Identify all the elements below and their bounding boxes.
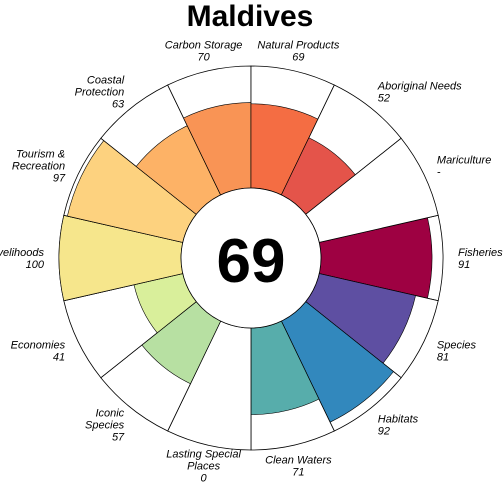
label-mariculture: Mariculture - [437, 155, 491, 179]
value-label-habitats: 92 [378, 426, 390, 438]
label-livelihoods: Livelihoods100 [0, 247, 45, 271]
label-text-natural-products: Natural Products [257, 39, 339, 51]
value-label-mariculture: - [437, 167, 441, 179]
label-text-livelihoods: Livelihoods [0, 247, 44, 259]
chart-title: Maldives [187, 0, 314, 33]
value-label-aboriginal-needs: 52 [378, 92, 390, 104]
value-label-iconic-species: 57 [112, 432, 125, 444]
value-label-economies: 41 [53, 351, 65, 363]
value-label-natural-products: 69 [292, 51, 304, 63]
label-text-fisheries: Fisheries [458, 247, 503, 259]
label-text-habitats: Habitats [378, 414, 419, 426]
label-text-iconic-species: Iconic [95, 408, 124, 420]
label-text-tourism-recreation: Recreation [12, 161, 65, 173]
value-label-coastal-protection: 63 [112, 98, 125, 110]
label-coastal-protection: Coastal Protection 63 [75, 74, 125, 110]
value-label-fisheries: 91 [458, 259, 470, 271]
value-label-lasting-special-places: 0 [201, 473, 208, 485]
label-text-clean-waters: Clean Waters [265, 455, 332, 467]
value-label-species: 81 [437, 351, 449, 363]
value-label-carbon-storage: 70 [197, 51, 210, 63]
label-text-mariculture: Mariculture [437, 155, 491, 167]
label-species: Species 81 [437, 339, 477, 363]
value-label-clean-waters: 71 [292, 467, 304, 479]
label-carbon-storage: Carbon Storage 70 [165, 39, 243, 63]
label-text-lasting-special-places: Lasting Special [166, 449, 241, 461]
label-text-species: Species [437, 339, 477, 351]
label-text-aboriginal-needs: Aboriginal Needs [377, 80, 462, 92]
label-lasting-special-places: Lasting Special Places 0 [166, 449, 241, 485]
value-label-tourism-recreation: 97 [53, 173, 66, 185]
label-text-tourism-recreation: Tourism & [16, 149, 65, 161]
label-text-carbon-storage: Carbon Storage [165, 39, 243, 51]
label-text-lasting-special-places: Places [187, 461, 221, 473]
label-tourism-recreation: Tourism & Recreation 97 [12, 149, 66, 185]
label-habitats: Habitats 92 [378, 414, 419, 438]
label-natural-products: Natural Products 69 [257, 39, 339, 63]
label-text-iconic-species: Species [85, 420, 125, 432]
label-text-coastal-protection: Coastal [87, 74, 125, 86]
overall-score: 69 [217, 227, 286, 296]
value-label-livelihoods: 100 [26, 259, 45, 271]
label-text-economies: Economies [11, 339, 66, 351]
center-disc [180, 187, 322, 329]
label-text-coastal-protection: Protection [75, 86, 125, 98]
label-fisheries: Fisheries 91 [458, 247, 503, 271]
label-economies: Economies 41 [11, 339, 66, 363]
label-clean-waters: Clean Waters 71 [265, 455, 332, 479]
label-iconic-species: Iconic Species 57 [85, 408, 125, 444]
label-aboriginal-needs: Aboriginal Needs 52 [377, 80, 462, 104]
